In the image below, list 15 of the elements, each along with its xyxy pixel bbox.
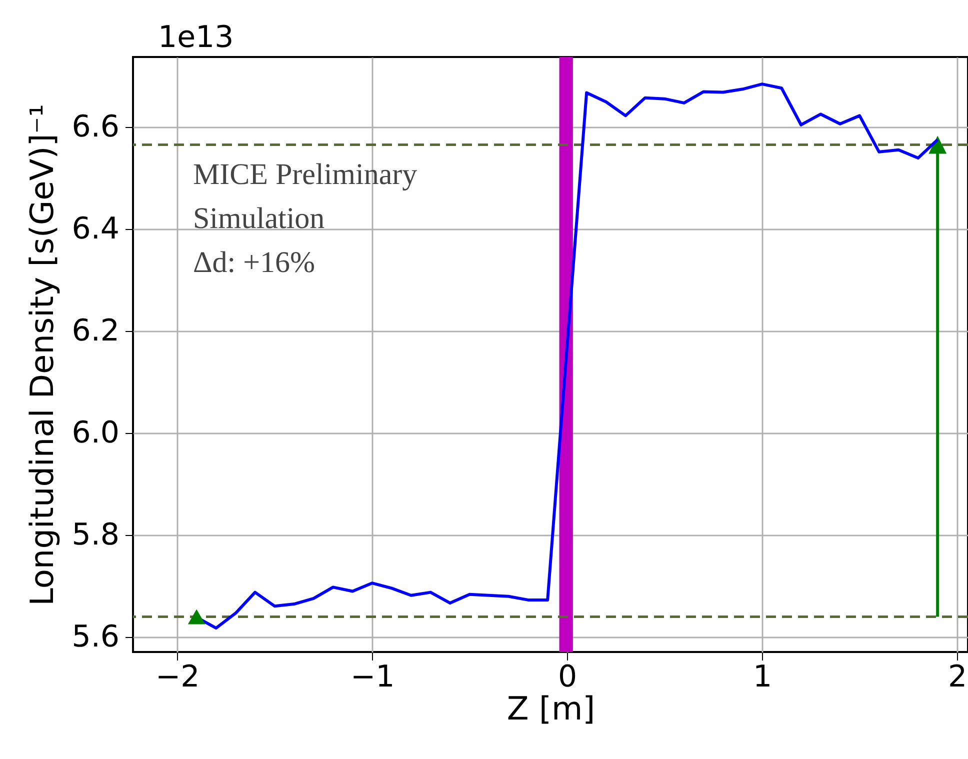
y-tick-label: 6.0 <box>72 416 120 451</box>
annotation: MICE Preliminary <box>193 158 418 191</box>
x-tick-label: −1 <box>350 660 395 694</box>
y-tick-label: 5.8 <box>72 518 120 553</box>
text: 1e13 <box>158 20 234 55</box>
x-tick-label: 1 <box>753 660 772 694</box>
x-tick-label: −2 <box>155 660 200 694</box>
y-tick-label: 5.6 <box>72 620 120 655</box>
y-axis-title: Longitudinal Density [s(GeV)]⁻¹ <box>22 104 61 606</box>
y-tick-label: 6.6 <box>72 109 120 144</box>
annotation: Simulation <box>193 202 325 235</box>
y-tick-label: 6.4 <box>72 211 120 246</box>
annotation: Δd: +16% <box>193 246 316 279</box>
y-tick-label: 6.2 <box>72 314 120 349</box>
x-tick-label: 2 <box>948 660 968 694</box>
